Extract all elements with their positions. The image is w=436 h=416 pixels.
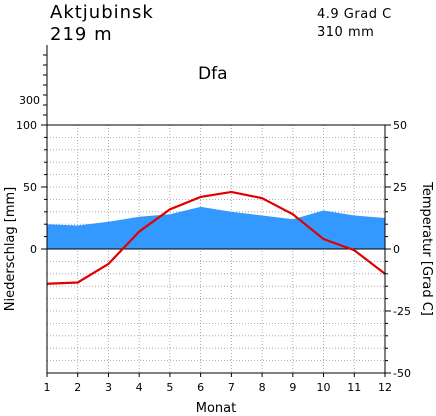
left-tick-label: 0	[30, 243, 37, 256]
x-tick-label: 2	[74, 381, 81, 394]
mean-temperature: 4.9 Grad C	[317, 7, 392, 22]
x-tick-label: 11	[347, 381, 361, 394]
x-tick-label: 9	[289, 381, 296, 394]
right-tick-label: 50	[393, 119, 407, 132]
right-tick-label: -25	[393, 305, 411, 318]
x-tick-label: 10	[317, 381, 331, 394]
x-tick-label: 4	[136, 381, 143, 394]
right-tick-label: 25	[393, 181, 407, 194]
station-name: Aktjubinsk	[50, 2, 154, 23]
x-tick-label: 7	[228, 381, 235, 394]
x-axis-label: Monat	[196, 401, 236, 416]
station-elevation: 219 m	[50, 24, 113, 45]
right-axis-label: Temperatur [Grad C]	[419, 181, 434, 316]
left-tick-label: 50	[23, 181, 37, 194]
x-tick-label: 12	[378, 381, 392, 394]
x-tick-label: 3	[105, 381, 112, 394]
right-tick-label: -50	[393, 367, 411, 380]
annual-precipitation: 310 mm	[317, 25, 374, 40]
temperature-line	[46, 190, 386, 285]
x-tick-label: 8	[259, 381, 266, 394]
x-tick-label: 6	[197, 381, 204, 394]
left-tick-label: 100	[16, 119, 37, 132]
left-tick-label-extended: 300	[19, 94, 40, 107]
climate-class: Dfa	[198, 64, 228, 84]
right-tick-label: 0	[393, 243, 400, 256]
x-tick-label: 5	[166, 381, 173, 394]
x-tick-label: 1	[44, 381, 51, 394]
left-axis-label: Niederschlag [mm]	[3, 187, 18, 312]
